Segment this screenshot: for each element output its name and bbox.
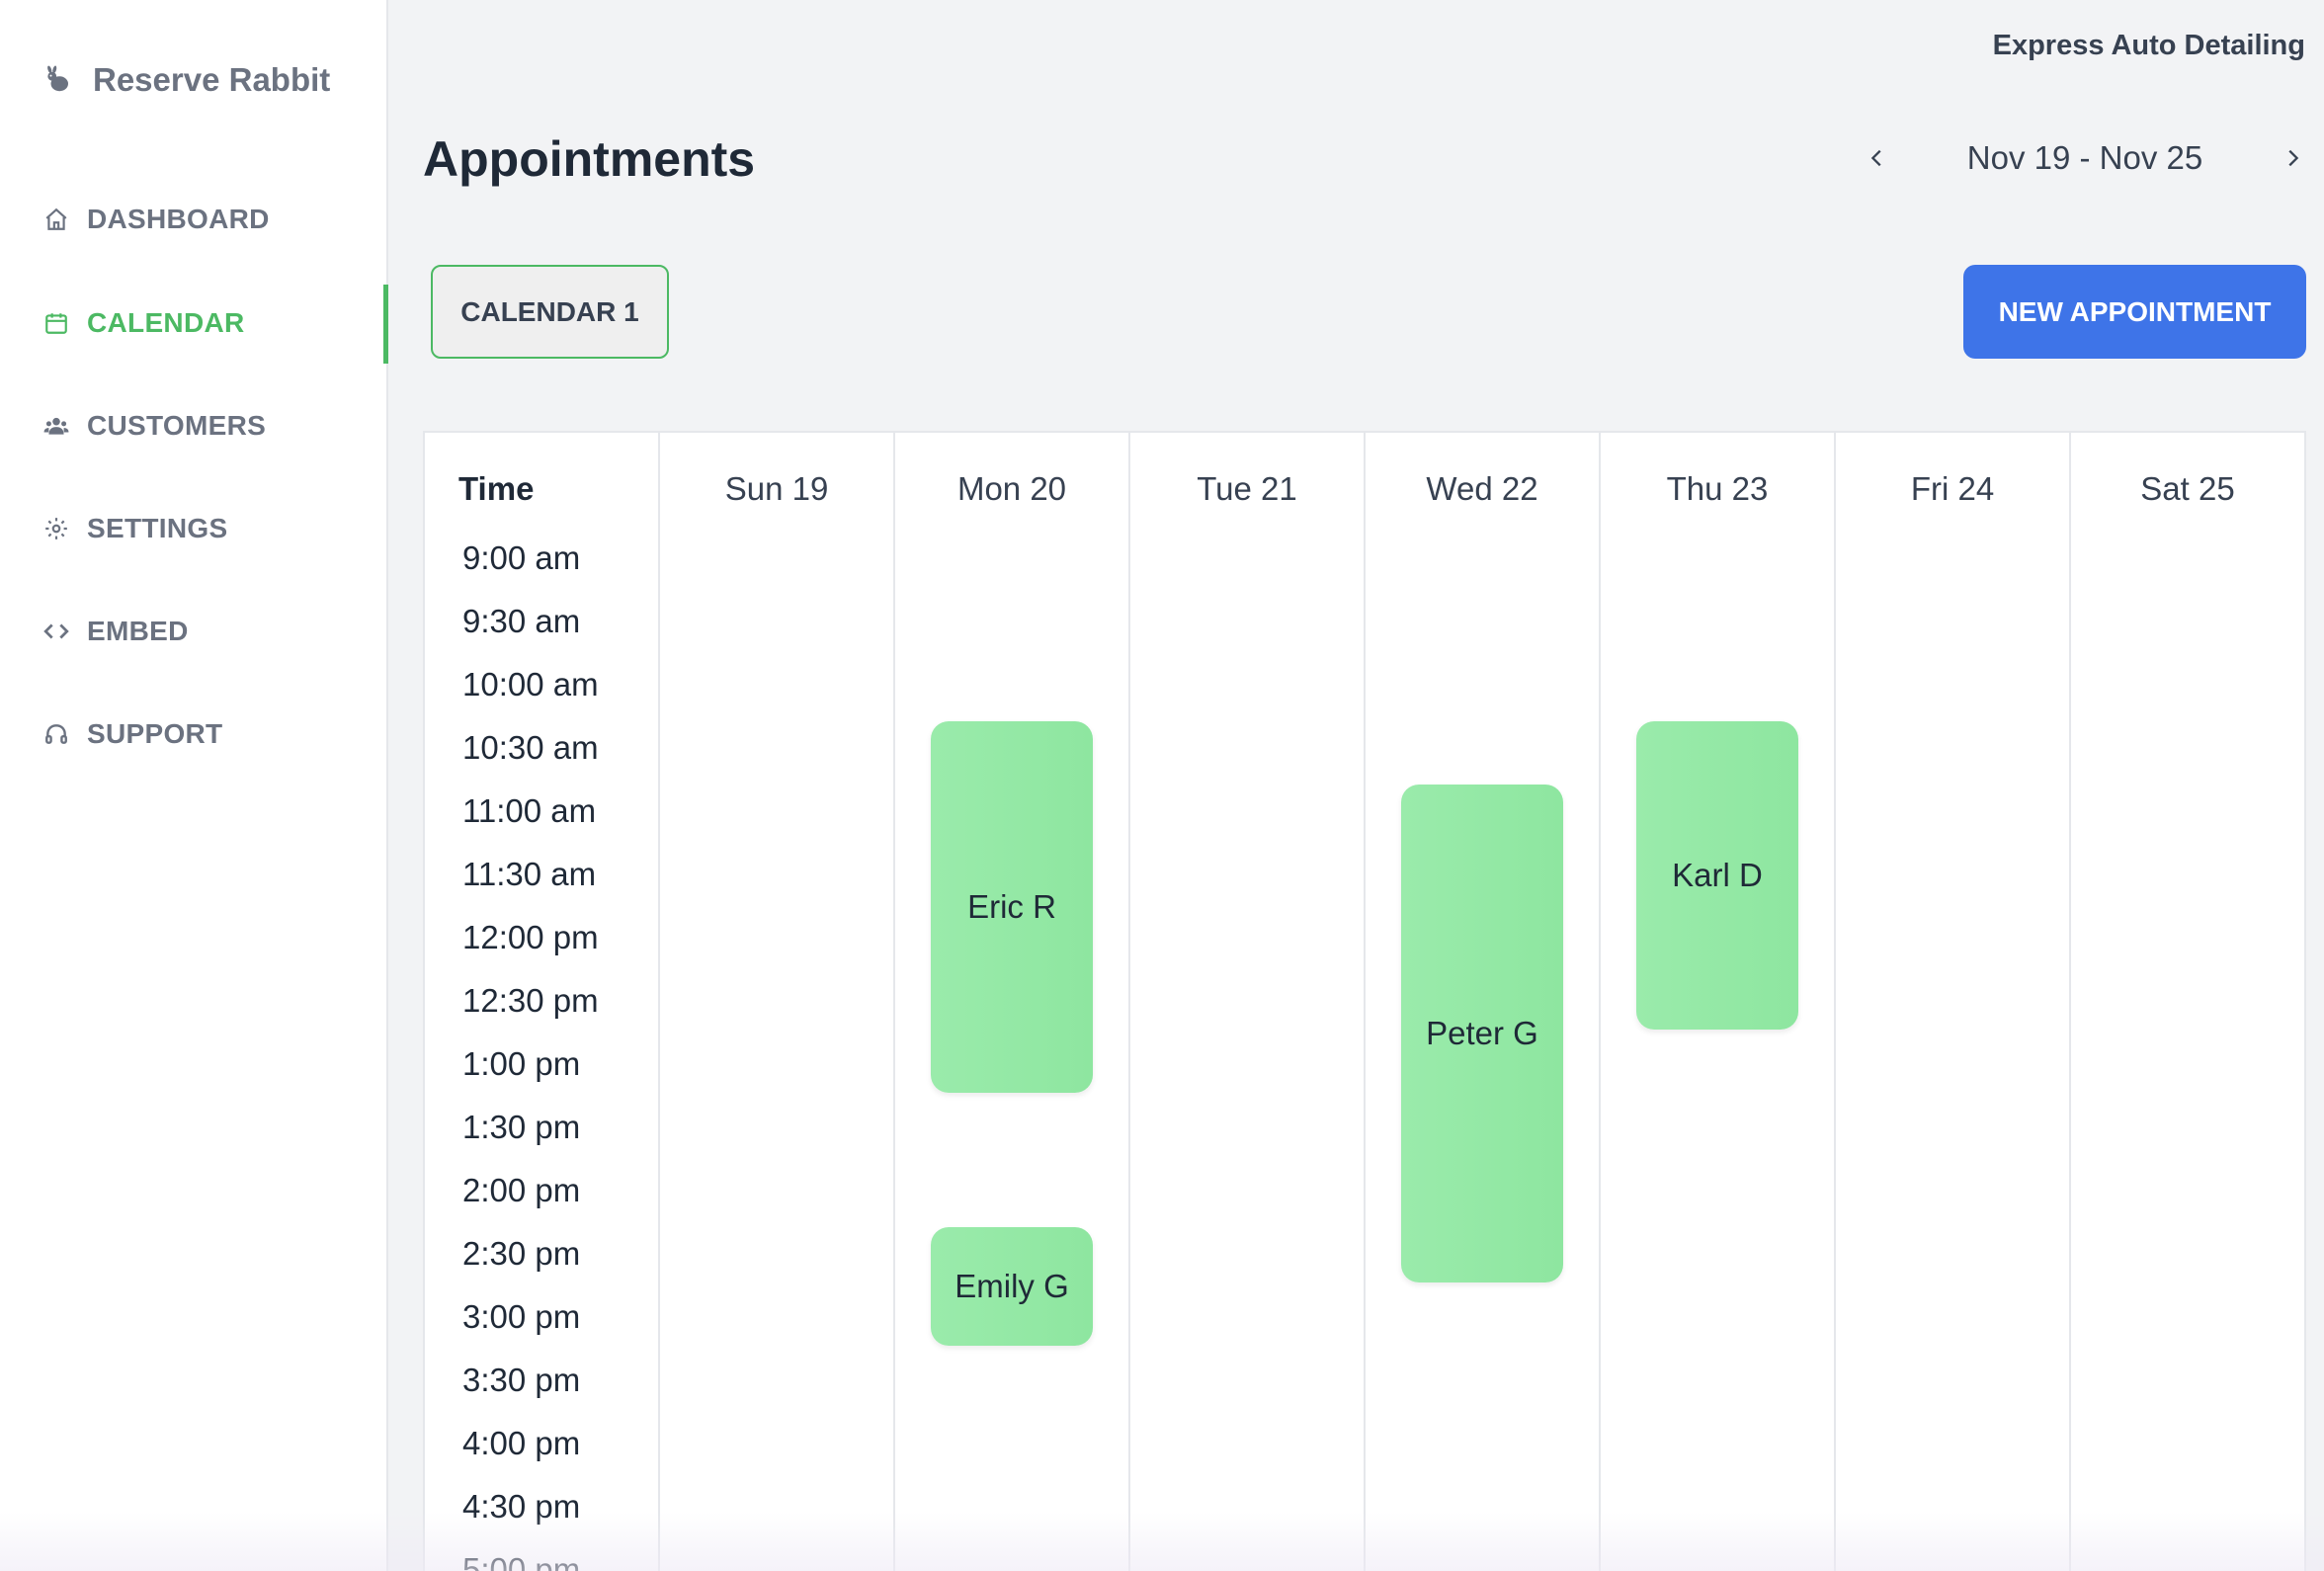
sidebar-item-dashboard[interactable]: DASHBOARD [43, 204, 270, 235]
brand-name: Reserve Rabbit [93, 61, 331, 98]
home-icon [45, 207, 67, 230]
day-header: Fri 24 [1910, 470, 1995, 507]
day-header: Mon 20 [956, 470, 1067, 507]
day-column-fri[interactable]: Fri 24 [1836, 433, 2071, 1571]
time-label: 10:30 am [462, 729, 599, 766]
code-icon [43, 623, 69, 639]
time-label: 12:00 pm [462, 919, 599, 955]
brand[interactable]: Reserve Rabbit [43, 61, 330, 99]
time-label: 9:00 am [462, 539, 581, 576]
day-header: Thu 23 [1666, 470, 1769, 507]
time-label: 3:30 pm [462, 1362, 581, 1398]
sidebar-item-calendar[interactable]: CALENDAR [43, 307, 245, 339]
active-indicator [383, 285, 388, 364]
time-label: 12:30 pm [462, 982, 599, 1019]
page-title: Appointments [423, 131, 756, 187]
sidebar-item-label: CUSTOMERS [87, 410, 267, 441]
previous-week-button[interactable] [1858, 138, 1897, 178]
time-label: 5:00 pm [462, 1551, 581, 1571]
day-header: Sat 25 [2140, 470, 2235, 507]
calendar-icon [45, 313, 67, 334]
time-label: 4:00 pm [462, 1425, 581, 1461]
time-column-header: Time [458, 470, 535, 507]
day-header: Wed 22 [1426, 470, 1538, 507]
users-icon [43, 417, 69, 435]
calendar-tab[interactable]: CALENDAR 1 [431, 265, 669, 359]
sidebar-item-embed[interactable]: EMBED [43, 616, 189, 647]
appointment-card[interactable]: Emily G [931, 1227, 1093, 1346]
time-label: 2:00 pm [462, 1172, 581, 1208]
sidebar-item-label: SUPPORT [87, 718, 223, 749]
time-label: 11:30 am [462, 856, 597, 892]
day-column-tue[interactable]: Tue 21 [1130, 433, 1366, 1571]
appointment-card[interactable]: Karl D [1636, 721, 1798, 1030]
sidebar-item-label: SETTINGS [87, 513, 228, 543]
time-label: 4:30 pm [462, 1488, 581, 1525]
time-label: 1:30 pm [462, 1109, 581, 1145]
calendar-grid: Time 9:00 am 9:30 am 10:00 am 10:30 am 1… [423, 431, 2306, 1571]
day-column-sun[interactable]: Sun 19 [660, 433, 895, 1571]
sidebar-item-label: DASHBOARD [87, 204, 270, 234]
date-range: Nov 19 - Nov 25 [1966, 139, 2203, 176]
day-column-mon[interactable]: Mon 20 Eric R Emily G [895, 433, 1130, 1571]
time-label: 11:00 am [462, 792, 597, 829]
sidebar-item-support[interactable]: SUPPORT [43, 718, 222, 750]
next-week-button[interactable] [2273, 138, 2312, 178]
time-label: 1:00 pm [462, 1045, 581, 1082]
headset-icon [45, 724, 67, 744]
day-column-sat[interactable]: Sat 25 [2071, 433, 2304, 1571]
time-label: 2:30 pm [462, 1235, 581, 1272]
chevron-right-icon [2288, 149, 2299, 167]
sidebar-item-label: EMBED [87, 616, 189, 646]
day-column-thu[interactable]: Thu 23 Karl D [1601, 433, 1836, 1571]
time-label: 3:00 pm [462, 1298, 581, 1335]
time-label: 9:30 am [462, 603, 581, 639]
day-column-wed[interactable]: Wed 22 Peter G [1366, 433, 1601, 1571]
day-header: Tue 21 [1197, 470, 1297, 507]
appointment-card[interactable]: Peter G [1401, 785, 1563, 1282]
time-label: 10:00 am [462, 666, 599, 703]
sidebar-item-settings[interactable]: SETTINGS [43, 513, 227, 544]
appointment-card[interactable]: Eric R [931, 721, 1093, 1093]
sidebar-item-customers[interactable]: CUSTOMERS [43, 410, 266, 442]
rabbit-logo-icon [47, 65, 68, 92]
time-column: Time 9:00 am 9:30 am 10:00 am 10:30 am 1… [425, 433, 660, 1571]
sidebar-item-label: CALENDAR [87, 307, 245, 338]
day-header: Sun 19 [724, 470, 829, 507]
new-appointment-button[interactable]: NEW APPOINTMENT [1963, 265, 2306, 359]
chevron-left-icon [1870, 149, 1881, 167]
business-name[interactable]: Express Auto Detailing [1992, 30, 2305, 61]
date-navigator: Nov 19 - Nov 25 [1858, 138, 2312, 178]
sidebar: Reserve Rabbit DASHBOARD CALENDAR CUSTOM… [0, 0, 388, 1571]
gear-icon [45, 518, 67, 539]
